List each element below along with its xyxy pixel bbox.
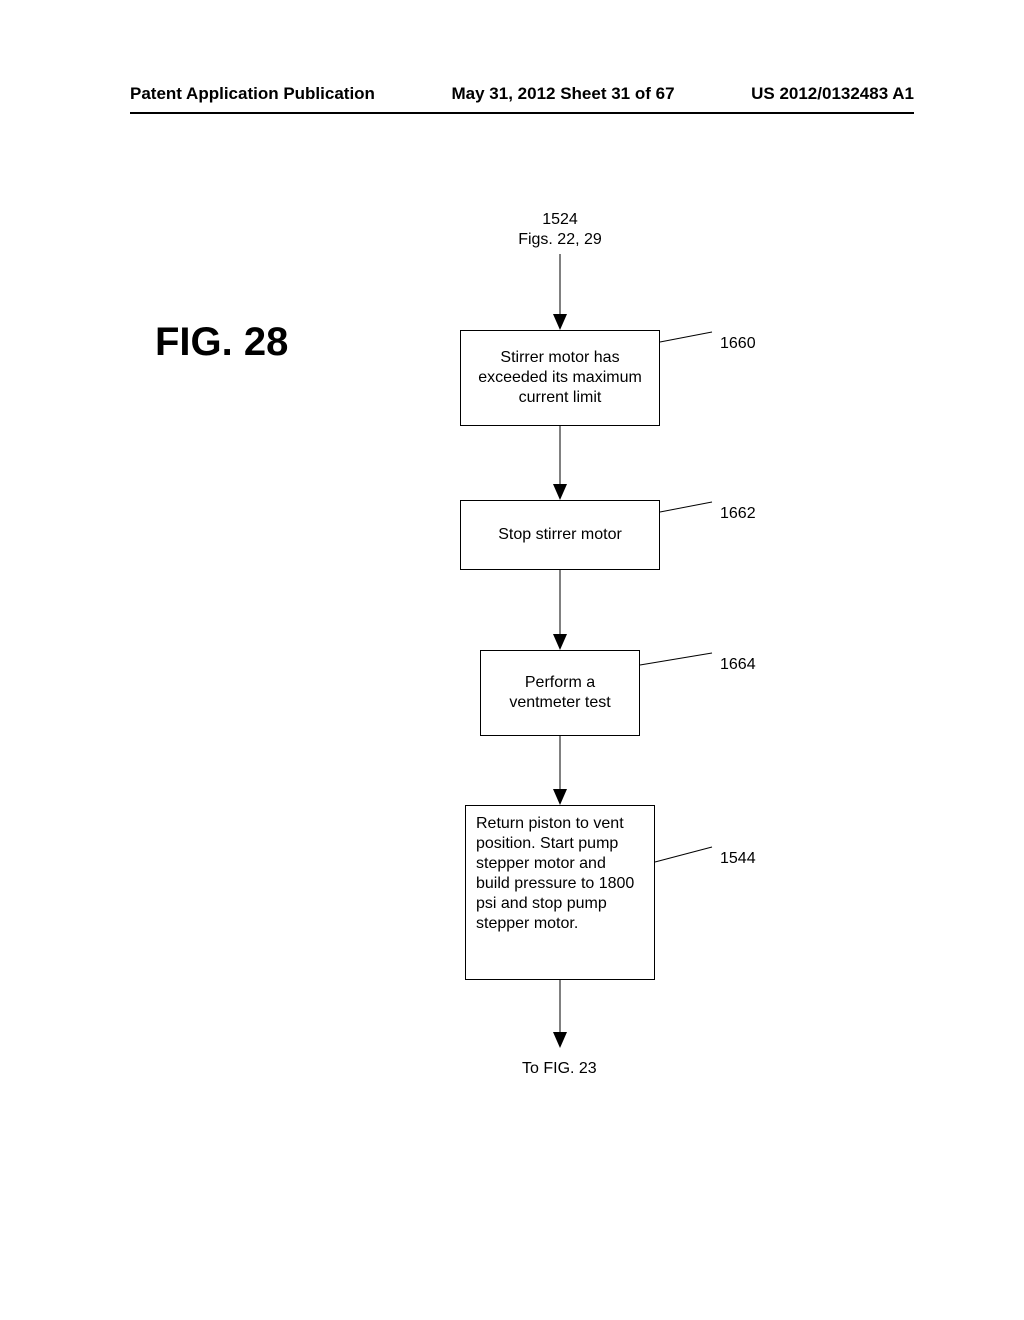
figure-title: FIG. 28 [155,320,288,365]
entry-reference-label: 1524 Figs. 22, 29 [510,210,610,250]
ref-label-1660: 1660 [720,335,756,353]
ref-label-1662: 1662 [720,505,756,523]
header-left: Patent Application Publication [130,84,375,104]
flow-box-text: Stop stirrer motor [498,525,622,545]
page-header: Patent Application Publication May 31, 2… [0,84,1024,114]
flow-box-stop-stirrer: Stop stirrer motor [460,500,660,570]
flow-box-stirrer-exceeded: Stirrer motor has exceeded its maximum c… [460,330,660,426]
header-rule [130,112,914,114]
entry-ref-number: 1524 [510,210,610,230]
flow-box-return-piston: Return piston to vent position. Start pu… [465,805,655,980]
ref-label-1544: 1544 [720,850,756,868]
flow-box-ventmeter-test: Perform a ventmeter test [480,650,640,736]
ref-label-1664: 1664 [720,656,756,674]
header-center: May 31, 2012 Sheet 31 of 67 [452,84,675,104]
header-row: Patent Application Publication May 31, 2… [130,84,914,110]
entry-ref-figs: Figs. 22, 29 [510,230,610,250]
flow-box-text: Return piston to vent position. Start pu… [476,814,644,934]
exit-label: To FIG. 23 [522,1060,597,1078]
header-right: US 2012/0132483 A1 [751,84,914,104]
flow-box-text: Perform a ventmeter test [491,673,629,713]
flow-box-text: Stirrer motor has exceeded its maximum c… [471,348,649,408]
